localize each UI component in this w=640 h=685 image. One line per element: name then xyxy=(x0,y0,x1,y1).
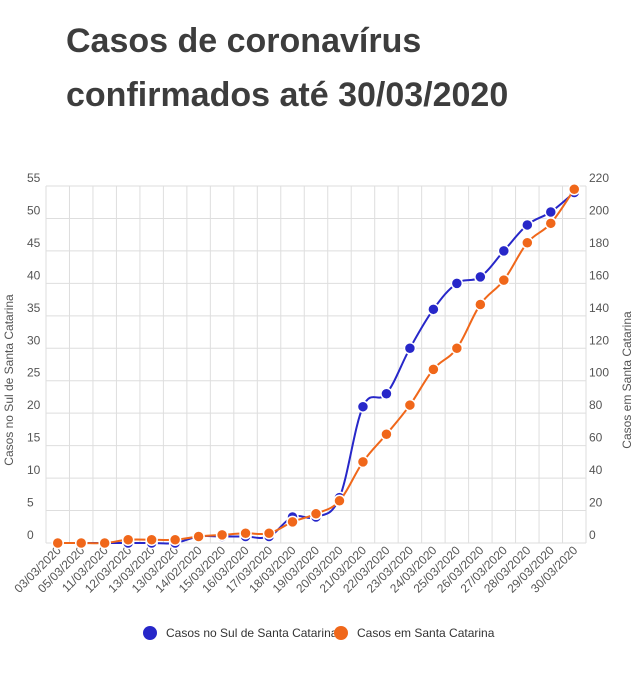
chart-title-line-2: confirmados até 30/03/2020 xyxy=(66,76,509,114)
left-tick-label: 10 xyxy=(27,463,41,477)
data-point-0 xyxy=(356,400,370,413)
legend-label-sc: Casos em Santa Catarina xyxy=(357,626,495,640)
left-tick-label: 15 xyxy=(27,431,41,445)
data-point-1 xyxy=(239,527,252,540)
left-tick-label: 55 xyxy=(27,171,41,185)
series-layer xyxy=(51,182,581,550)
data-point-1 xyxy=(568,182,581,196)
right-tick-label: 60 xyxy=(589,431,603,445)
chart-title-line-1: Casos de coronavírus xyxy=(66,22,422,60)
left-tick-label: 25 xyxy=(27,366,41,380)
data-point-1 xyxy=(356,455,370,469)
data-point-1 xyxy=(286,515,299,529)
left-tick-label: 30 xyxy=(27,333,41,347)
data-point-0 xyxy=(474,270,487,284)
data-point-1 xyxy=(544,217,558,230)
right-tick-label: 160 xyxy=(589,268,609,282)
data-point-1 xyxy=(192,530,205,543)
data-point-0 xyxy=(521,218,534,232)
data-point-1 xyxy=(168,533,182,547)
legend-marker-sul xyxy=(143,626,157,640)
grid xyxy=(45,185,587,544)
data-point-1 xyxy=(521,236,534,250)
right-tick-label: 120 xyxy=(589,333,609,347)
left-tick-label: 0 xyxy=(27,528,34,542)
series-line-0 xyxy=(57,191,575,545)
left-tick-label: 50 xyxy=(27,203,41,217)
data-point-0 xyxy=(403,342,417,355)
data-point-1 xyxy=(98,536,111,550)
legend: Casos no Sul de Santa Catarina Casos em … xyxy=(143,626,495,640)
data-point-1 xyxy=(450,342,464,355)
left-axis-label: Casos no Sul de Santa Catarina xyxy=(2,294,16,466)
data-point-1 xyxy=(403,398,417,412)
series-0 xyxy=(51,186,581,550)
left-tick-label: 5 xyxy=(27,496,34,510)
legend-marker-sc xyxy=(334,626,348,640)
left-axis-ticks: 0 5 10 15 20 25 30 35 40 45 50 55 xyxy=(27,171,41,542)
series-line-1 xyxy=(57,188,576,545)
right-axis-label: Casos em Santa Catarina xyxy=(620,311,634,449)
data-point-1 xyxy=(262,527,276,540)
right-tick-label: 140 xyxy=(589,301,609,315)
legend-label-sul: Casos no Sul de Santa Catarina xyxy=(166,626,338,640)
data-point-1 xyxy=(145,533,158,547)
right-tick-label: 220 xyxy=(589,171,609,185)
data-point-1 xyxy=(497,273,511,287)
data-point-0 xyxy=(450,277,464,290)
left-tick-label: 20 xyxy=(27,398,41,412)
left-tick-label: 35 xyxy=(27,301,41,315)
data-point-1 xyxy=(474,298,487,311)
data-point-1 xyxy=(380,428,393,441)
data-point-0 xyxy=(497,244,511,258)
x-axis-ticks: 03/03/202005/03/202011/03/202012/03/2020… xyxy=(11,543,580,596)
right-tick-label: 80 xyxy=(589,398,603,412)
data-point-0 xyxy=(380,387,393,400)
data-point-0 xyxy=(427,303,440,316)
data-point-1 xyxy=(215,528,229,542)
data-point-1 xyxy=(333,494,346,508)
right-tick-label: 200 xyxy=(589,203,609,217)
right-axis-ticks: 0 20 40 60 80 100 120 140 160 180 200 220 xyxy=(589,171,609,542)
legend-item-sc[interactable]: Casos em Santa Catarina xyxy=(334,626,495,640)
series-1 xyxy=(51,182,581,550)
chart-title: Casos de coronavírus confirmados até 30/… xyxy=(66,14,626,122)
data-point-1 xyxy=(309,507,323,521)
right-tick-label: 180 xyxy=(589,236,609,250)
right-tick-label: 0 xyxy=(589,528,596,542)
right-tick-label: 100 xyxy=(589,366,609,380)
data-point-1 xyxy=(121,533,135,547)
left-tick-label: 40 xyxy=(27,268,41,282)
data-point-1 xyxy=(51,536,64,550)
data-point-1 xyxy=(427,363,440,376)
data-point-0 xyxy=(544,205,558,219)
data-point-1 xyxy=(74,536,88,550)
legend-item-sul[interactable]: Casos no Sul de Santa Catarina xyxy=(143,626,338,640)
right-tick-label: 20 xyxy=(589,496,603,510)
left-tick-label: 45 xyxy=(27,236,41,250)
right-tick-label: 40 xyxy=(589,463,603,477)
